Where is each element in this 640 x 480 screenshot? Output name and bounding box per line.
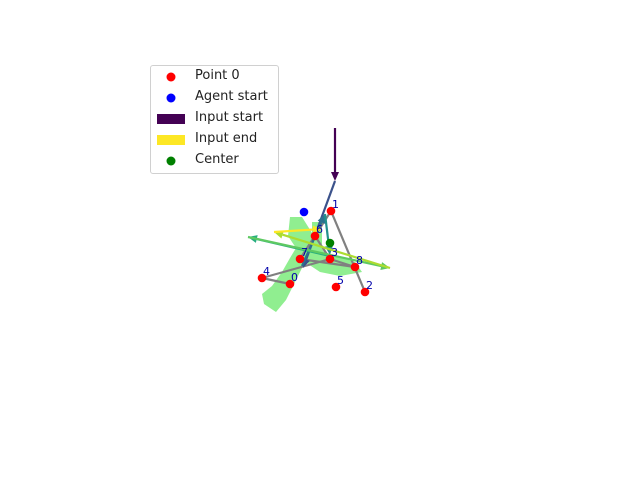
edge-line	[261, 257, 331, 280]
point-label: 8	[356, 254, 363, 267]
arrow-head	[312, 225, 322, 234]
edge-line	[329, 257, 356, 269]
legend: Point 0 Agent start Input start Input en…	[150, 65, 279, 174]
point-label: 1	[332, 198, 339, 211]
point-label: 0	[291, 271, 298, 284]
input-arrows-group	[247, 128, 391, 270]
input-arrow	[247, 235, 382, 268]
yellow-patch-icon	[157, 135, 185, 145]
point-label: 4	[263, 265, 270, 278]
point-marker	[285, 279, 295, 289]
input-arrow	[282, 233, 391, 270]
legend-item-agent-start: Agent start	[151, 88, 278, 108]
arrow-head	[331, 172, 339, 181]
legend-item-input-start: Input start	[151, 109, 278, 129]
point-marker	[331, 282, 341, 292]
point-marker	[310, 231, 320, 241]
point-label: 3	[331, 246, 338, 259]
agent-start-marker	[299, 207, 309, 217]
points-group: 0 1 2 3 4 5 67 8	[257, 198, 373, 297]
edge-line	[261, 276, 291, 286]
input-arrow	[273, 228, 314, 234]
point-label: 7	[301, 246, 308, 259]
edge-line	[329, 210, 367, 293]
point-label: 5	[337, 274, 344, 287]
point-label: 2	[366, 279, 373, 292]
legend-label: Input end	[195, 131, 258, 146]
point-marker	[326, 206, 336, 216]
red-dot-icon	[166, 72, 176, 82]
legend-label: Input start	[195, 110, 264, 125]
green-dot-icon	[166, 156, 176, 166]
blue-dot-icon	[166, 93, 176, 103]
point-marker	[257, 273, 267, 283]
point-marker	[325, 254, 335, 264]
edge-line	[299, 257, 356, 269]
point-marker	[350, 262, 360, 272]
legend-label: Point 0	[195, 68, 240, 83]
point-marker	[360, 287, 370, 297]
legend-item-input-end: Input end	[151, 130, 278, 150]
legend-label: Center	[195, 152, 239, 167]
legend-item-point-0: Point 0	[151, 67, 278, 87]
point-marker	[295, 254, 305, 264]
arrow-head	[317, 214, 326, 224]
point-label: 6	[316, 223, 323, 236]
legend-item-center: Center	[151, 151, 278, 171]
purple-patch-icon	[157, 114, 185, 124]
center-marker	[325, 238, 335, 248]
legend-label: Agent start	[195, 89, 268, 104]
